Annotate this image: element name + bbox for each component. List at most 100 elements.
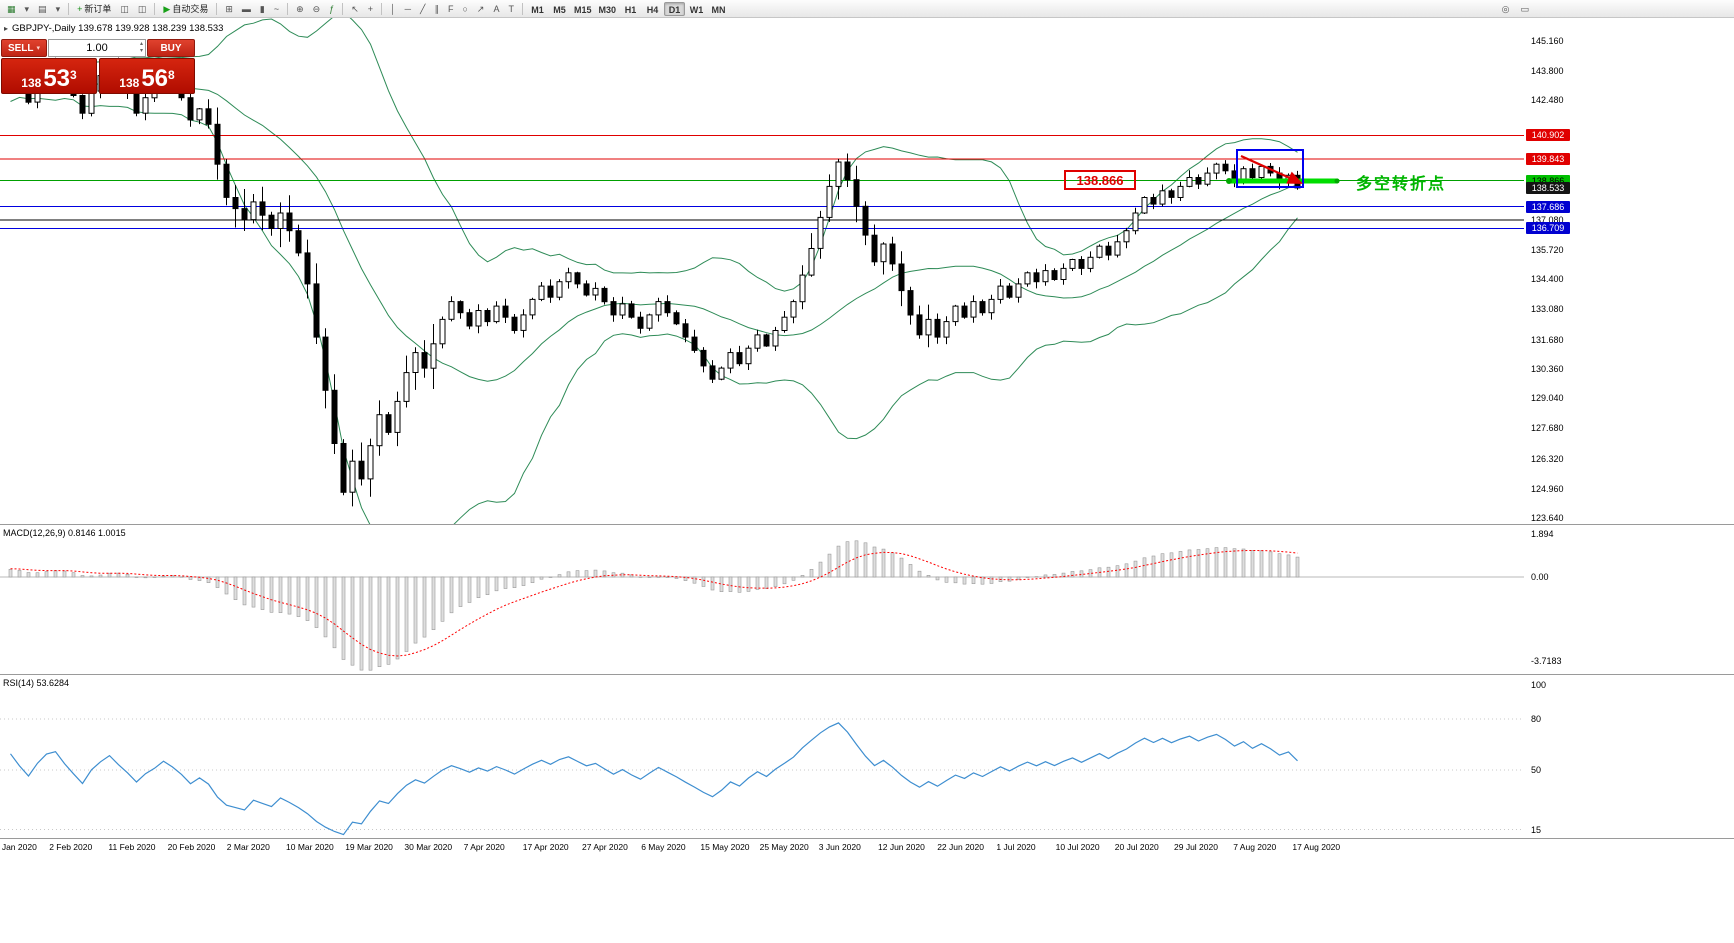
candle-body <box>700 349 707 367</box>
rsi-plot[interactable] <box>0 675 1524 838</box>
chart-shortcut-icon[interactable]: ▦ <box>3 1 20 16</box>
timeframe-m30-button[interactable]: M30 <box>598 4 616 15</box>
trendline-icon[interactable]: ╱ <box>416 1 429 16</box>
sell-button[interactable]: SELL ▾ <box>1 39 47 57</box>
date-label: 3 Jun 2020 <box>818 842 861 852</box>
candle-body <box>340 443 347 493</box>
price-tag-138.533: 138.533 <box>1526 181 1570 194</box>
macd-histogram-bar <box>1016 576 1021 581</box>
chart-list-icon[interactable]: ◫ <box>134 1 151 16</box>
candle-body <box>1069 259 1076 269</box>
candle-body <box>925 318 932 336</box>
segment-anchor-right[interactable] <box>1334 178 1340 184</box>
candle-body <box>79 95 86 114</box>
turning-point-note[interactable]: 多空转折点 <box>1356 176 1447 193</box>
profiles-caret-icon[interactable]: ▾ <box>52 1 65 16</box>
fibonacci-icon[interactable]: F <box>444 1 458 16</box>
macd-histogram-bar <box>152 576 157 578</box>
tile-windows-icon[interactable]: ⊞ <box>221 1 237 16</box>
buy-price-box[interactable]: 138 56 8 <box>99 58 195 94</box>
horizontal-line-icon-glyph: ─ <box>404 3 412 14</box>
macd-histogram-bar <box>512 576 517 588</box>
chart-candle-icon[interactable]: ▮ <box>256 1 269 16</box>
timeframe-h1-button[interactable]: H1 <box>624 4 637 15</box>
segment-anchor-left[interactable] <box>1226 178 1232 184</box>
lot-decrease-icon[interactable]: ▾ <box>139 48 143 54</box>
rsi-panel: RSI(14) 53.6284 100 80 50 15 <box>0 674 1734 838</box>
layout-icon[interactable]: ▭ <box>1516 1 1533 16</box>
lot-increase-icon[interactable]: ▴ <box>139 41 143 47</box>
profiles-icon[interactable]: ▤ <box>34 1 51 16</box>
macd-tick-0.00: 0.00 <box>1531 572 1549 582</box>
sell-price-box[interactable]: 138 53 3 <box>1 58 97 94</box>
candle-body <box>385 414 392 433</box>
timeframe-m5-button[interactable]: M5 <box>553 4 566 15</box>
macd-histogram-bar <box>764 576 769 589</box>
vertical-line-icon-glyph: │ <box>390 3 396 14</box>
candle-body <box>799 274 806 303</box>
timeframe-d1-button[interactable]: D1 <box>664 1 685 16</box>
indicators-icon[interactable]: ƒ <box>325 1 338 16</box>
cursor-icon[interactable]: ↖ <box>347 1 363 16</box>
chart-bar-icon[interactable]: ▬ <box>238 1 255 16</box>
timeframe-h4-button[interactable]: H4 <box>646 4 659 15</box>
buy-button[interactable]: BUY <box>147 39 195 57</box>
bid-price-sup: 3 <box>70 68 77 82</box>
candle-body <box>583 283 590 296</box>
crosshair-icon[interactable]: + <box>364 1 377 16</box>
candle-body <box>484 310 491 323</box>
horizontal-line-icon[interactable]: ─ <box>401 1 415 16</box>
macd-histogram-bar <box>224 576 229 595</box>
candle-body <box>1060 267 1067 280</box>
lot-spinner: ▴ ▾ <box>140 41 143 55</box>
autotrading-button[interactable]: ▶ 自动交易 <box>159 1 212 16</box>
macd-plot[interactable] <box>0 525 1524 674</box>
price-chart-plot[interactable] <box>0 18 1524 524</box>
candle-body <box>1114 241 1121 256</box>
candle-body <box>412 352 419 374</box>
search-icon[interactable]: ◎ <box>1498 1 1514 16</box>
price-tick-142.480: 142.480 <box>1531 95 1564 106</box>
candle-body <box>601 287 608 303</box>
shapes-icon[interactable]: ○ <box>458 1 471 16</box>
timeframe-m1-button[interactable]: M1 <box>531 4 544 15</box>
toolbar-separator <box>342 2 344 15</box>
macd-histogram-bar <box>98 574 103 578</box>
chart-title-bar: ▸ GBPJPY-,Daily 139.678 139.928 138.239 … <box>4 23 223 34</box>
red-trend-arrow[interactable] <box>1240 154 1304 185</box>
timeframe-mn-button[interactable]: MN <box>711 4 726 15</box>
date-axis: 30 Jan 2020 2 Feb 2020 11 Feb 2020 20 Feb 2… <box>0 838 1734 854</box>
macd-histogram-bar <box>557 574 562 578</box>
timeframe-m15-button[interactable]: M15 <box>573 4 592 15</box>
text-tool-icon[interactable]: A <box>489 1 503 16</box>
macd-histogram-bar <box>395 576 400 660</box>
price-tick-135.720: 135.720 <box>1531 245 1564 256</box>
macd-histogram-bar <box>593 569 598 578</box>
label-tool-icon[interactable]: T <box>504 1 518 16</box>
candle-body <box>1204 172 1211 185</box>
chart-shortcut-caret-icon[interactable]: ▾ <box>21 1 34 16</box>
channel-icon[interactable]: ∥ <box>430 1 443 16</box>
candle-body <box>565 272 572 283</box>
ask-price-sup: 8 <box>168 68 175 82</box>
candle-body <box>844 161 851 181</box>
macd-histogram-bar <box>872 546 877 578</box>
price-note-box[interactable]: 138.866 <box>1064 170 1136 190</box>
candle-body <box>133 92 140 114</box>
new-order-button[interactable]: + 新订单 <box>73 1 115 16</box>
fibonacci-icon-glyph: F <box>447 3 454 14</box>
chart-line-icon[interactable]: ~ <box>270 1 283 16</box>
zoom-in-icon[interactable]: ⊕ <box>292 1 308 16</box>
macd-histogram-bar <box>755 576 760 590</box>
vertical-line-icon[interactable]: │ <box>386 1 400 16</box>
sell-dropdown-icon[interactable]: ▾ <box>36 45 41 52</box>
open-chart-icon[interactable]: ◫ <box>116 1 133 16</box>
zoom-out-icon[interactable]: ⊖ <box>309 1 325 16</box>
timeframe-w1-button[interactable]: W1 <box>689 4 704 15</box>
arrow-tool-icon[interactable]: ↗ <box>473 1 489 16</box>
blue-consolidation-rectangle[interactable] <box>1236 149 1304 188</box>
price-tick-129.040: 129.040 <box>1531 393 1564 404</box>
candle-body <box>763 334 770 347</box>
lot-size-field[interactable]: 1.00 ▴ ▾ <box>48 39 146 57</box>
candle-body <box>835 161 842 187</box>
